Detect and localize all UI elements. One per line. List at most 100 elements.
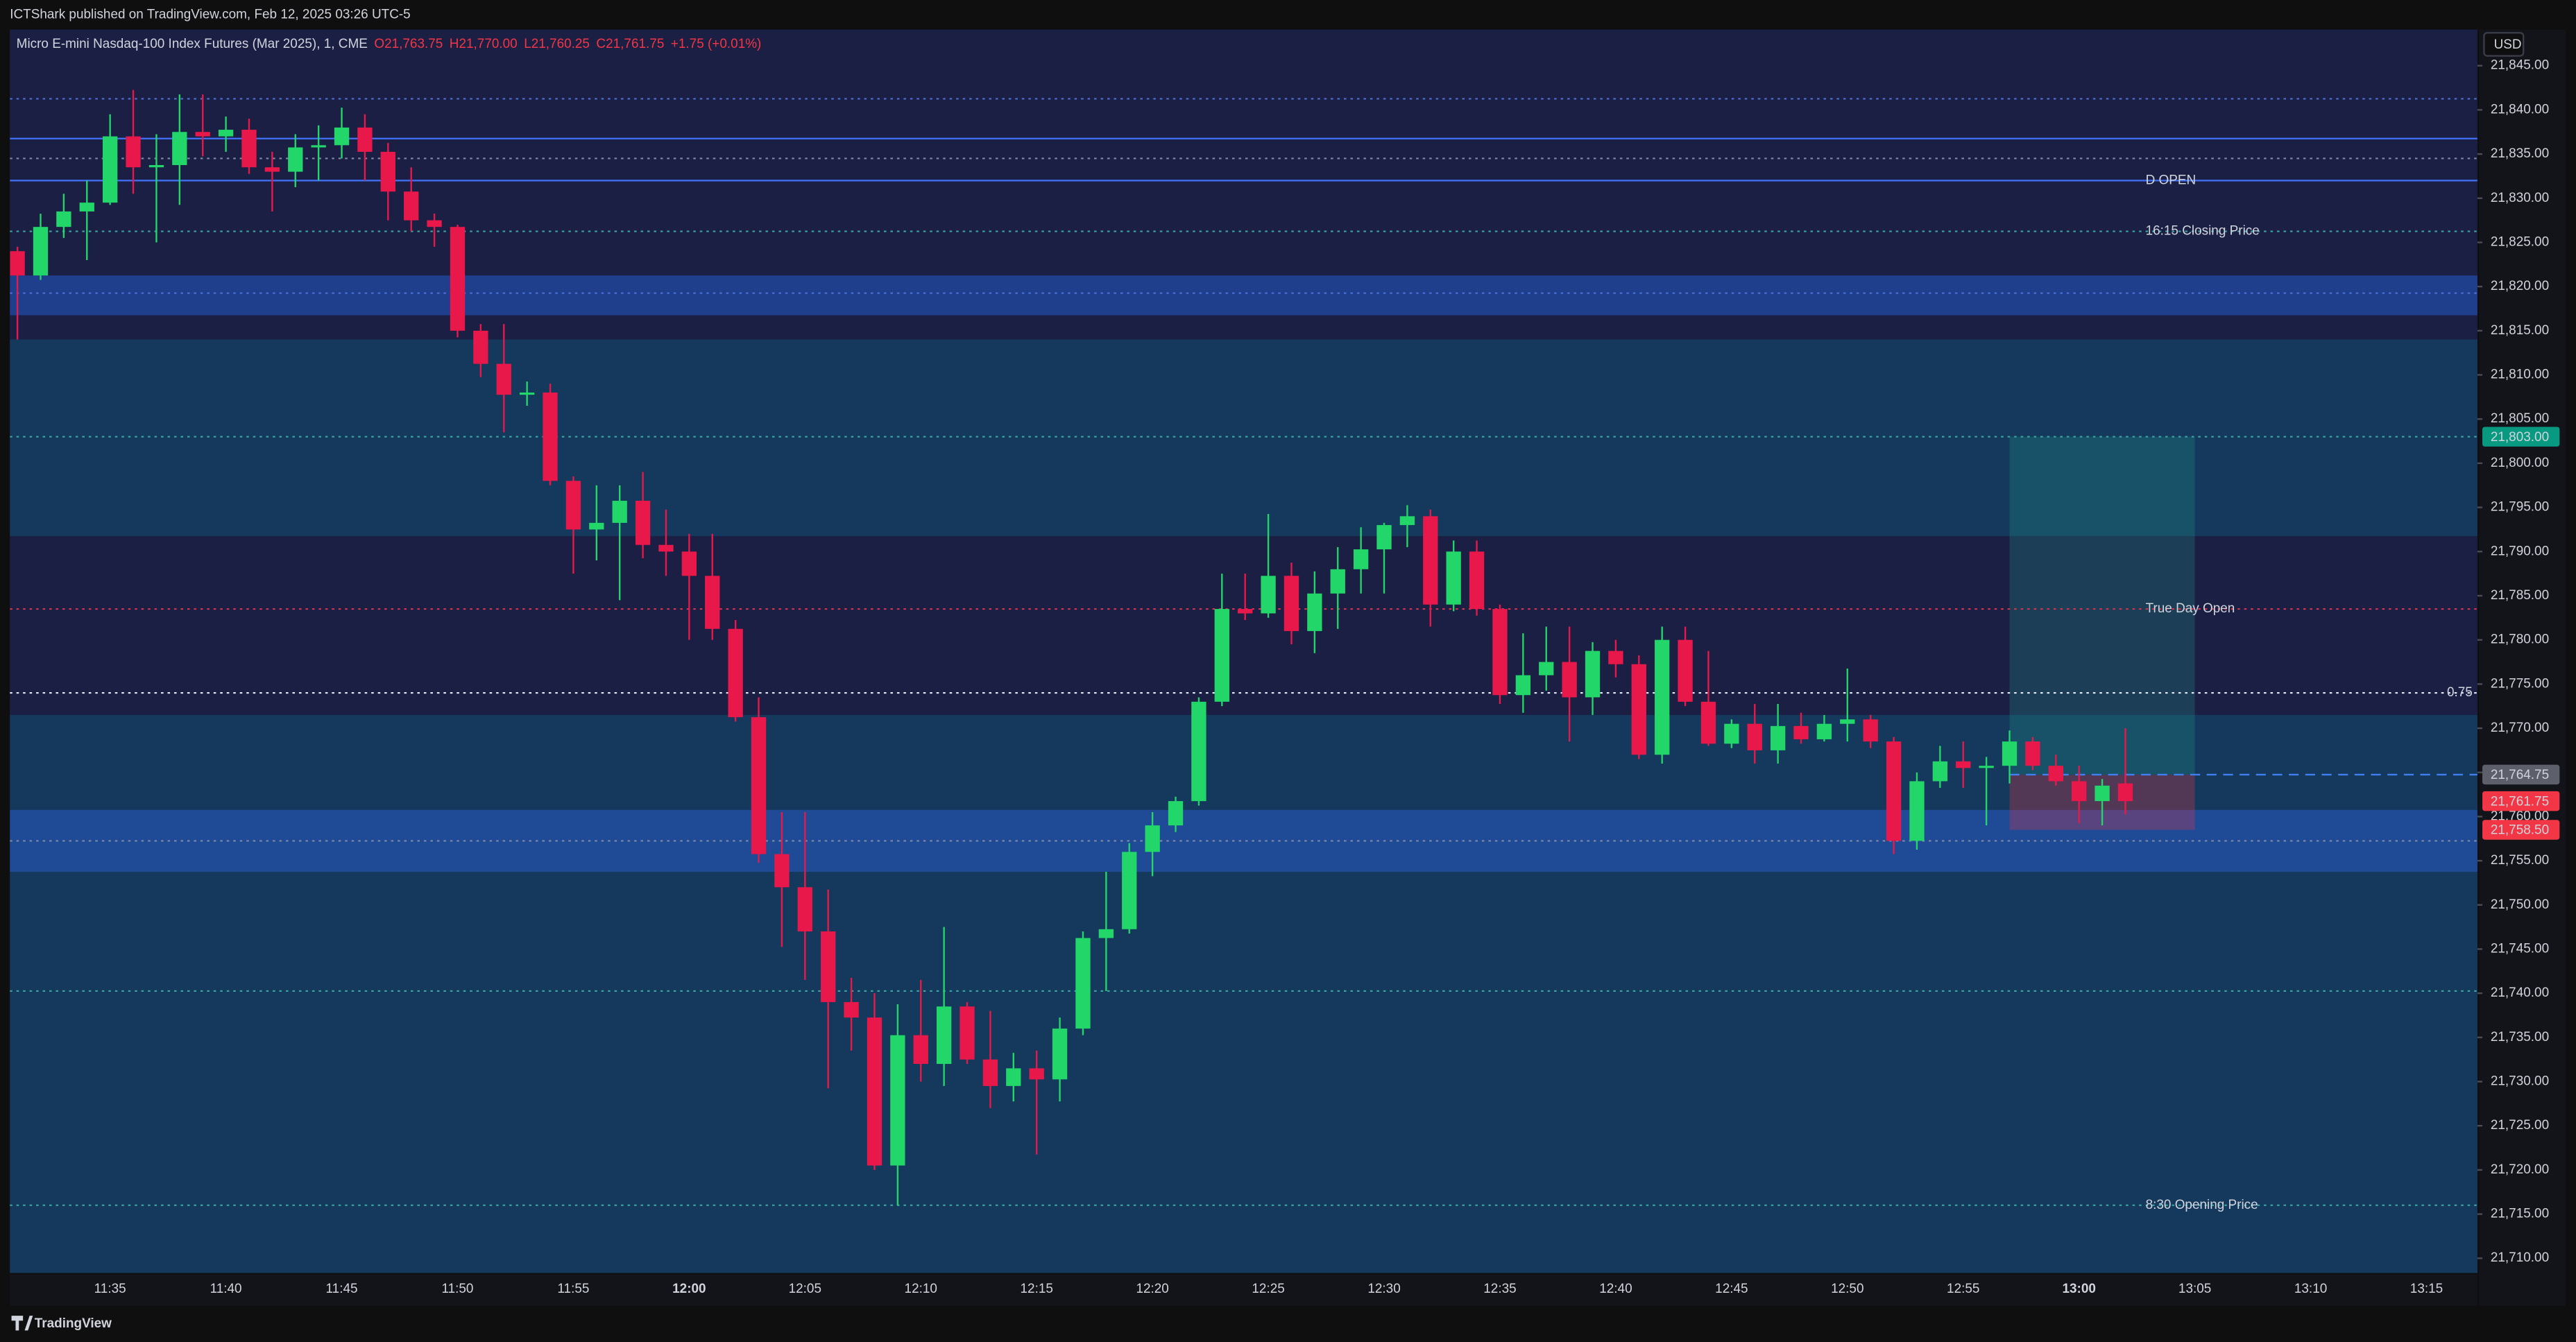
currency[interactable]: USD [2494,37,2522,52]
candle-body [1979,766,1994,768]
x-tick-label: 13:15 [2410,1282,2443,1296]
y-tick-label: 21,740.00 [2491,986,2549,1000]
level-label: 0.75 [2447,685,2473,700]
candle-body [79,203,94,212]
candle-body [1631,664,1646,755]
time-axis [10,1274,2477,1306]
candle-body [1399,516,1415,526]
candle-body [427,220,442,227]
candle-body [543,393,558,481]
candle-body [681,551,697,576]
candle-body [380,151,395,192]
candle-body [102,136,118,203]
candle-body [496,363,511,395]
candle-body [1539,662,1554,676]
y-tick-label: 21,830.00 [2491,191,2549,205]
ohlc-close: C21,761.75 [596,37,664,51]
y-tick-label: 21,805.00 [2491,411,2549,426]
candle-body [311,145,326,148]
candle-body [1886,741,1902,841]
candle-body [913,1035,928,1065]
candle-body [1145,825,1160,852]
candle-body [450,227,466,331]
y-tick-label: 21,780.00 [2491,633,2549,647]
candle-body [589,522,604,530]
x-tick-label: 11:55 [557,1282,589,1296]
x-tick-label: 11:40 [210,1282,242,1296]
y-tick-label: 21,810.00 [2491,368,2549,382]
candle-body [1469,551,1485,610]
candle-body [1932,761,1948,782]
price-tag-label: 21,803.00 [2491,430,2549,445]
y-tick-label: 21,750.00 [2491,897,2549,912]
candle-body [565,481,581,530]
y-tick-label: 21,845.00 [2491,58,2549,73]
candle-body [2072,781,2087,802]
y-tick-label: 21,790.00 [2491,544,2549,558]
y-tick-label: 21,825.00 [2491,234,2549,249]
candle-body [2095,785,2110,802]
candle-body [797,887,812,931]
zone [10,714,2477,1273]
candle-body [172,132,187,166]
x-tick-label: 11:50 [441,1282,473,1296]
candle-body [126,136,141,168]
candle-body [936,1006,952,1065]
x-tick-label: 13:05 [2178,1282,2211,1296]
candle-body [867,1017,882,1166]
candle-body [148,165,164,168]
candle-body [658,544,674,552]
x-tick-label: 12:50 [1831,1282,1863,1296]
candle-body [2002,741,2018,766]
y-tick-label: 21,760.00 [2491,809,2549,823]
candle-body [2025,741,2040,766]
y-tick-label: 21,720.00 [2491,1162,2549,1177]
candle-body [774,854,790,888]
candle-body [1863,719,1878,742]
candle-body [1655,639,1670,755]
candle-body [1446,551,1461,605]
zone [10,275,2477,316]
candle-body [1098,929,1114,938]
candle-body [288,147,303,172]
price-axis [2479,29,2566,1306]
candle-body [1492,609,1508,696]
candle-body [1585,651,1601,698]
candle-body [1029,1068,1044,1080]
candle-body [1515,675,1531,696]
position-target [2009,436,2195,775]
candle-body [2117,783,2133,802]
y-tick-label: 21,725.00 [2491,1118,2549,1133]
y-tick-label: 21,770.00 [2491,721,2549,735]
currency-button[interactable] [2483,32,2525,57]
candle-body [1353,549,1369,569]
candle-body [1816,723,1832,739]
x-tick-label: 12:35 [1483,1282,1516,1296]
y-tick-label: 21,820.00 [2491,279,2549,293]
price-tag [2482,791,2560,811]
y-tick-label: 21,730.00 [2491,1074,2549,1089]
candle-body [1956,761,1971,768]
y-tick-label: 21,715.00 [2491,1207,2549,1221]
ohlc-open: O21,763.75 [374,37,443,51]
price-tag-label: 21,764.75 [2491,768,2549,782]
candle-body [1562,662,1577,698]
candle-body [844,1001,859,1018]
candle-body [334,127,350,146]
candle-body [1700,701,1716,744]
candle-body [1724,723,1739,744]
symbol: Micro E-mini Nasdaq-100 Index Futures (M… [17,37,368,51]
price-tag [2482,820,2560,840]
candle-body [612,501,627,523]
candle-body [1909,781,1925,841]
candle-body [195,132,210,137]
candle-body [33,227,49,276]
candle-body [1122,852,1137,929]
zone [10,339,2477,536]
price-tag-label: 21,758.50 [2491,823,2549,838]
candle-body [1191,701,1206,802]
candle-body [1283,576,1299,631]
candle-body [1423,516,1438,605]
y-tick-label: 21,840.00 [2491,102,2549,117]
